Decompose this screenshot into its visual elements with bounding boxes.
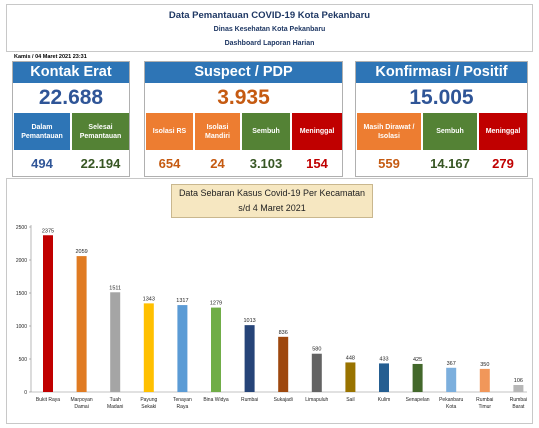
data-label: 1317 (176, 298, 188, 304)
suspect-pdp-panel: Suspect / PDP 3.935 Isolasi RS Isolasi M… (144, 61, 343, 177)
y-tick-label: 1000 (16, 324, 27, 330)
bar (446, 367, 457, 392)
selesai-pemantauan-value: 22.194 (80, 156, 121, 171)
x-tick-label: Sail (346, 397, 354, 403)
x-tick-label: Sekaki (141, 404, 156, 410)
data-label: 580 (312, 347, 321, 353)
bar (177, 305, 188, 392)
header-panel: Data Pemantauan COVID-19 Kota Pekanbaru … (6, 4, 533, 52)
bar (513, 385, 524, 392)
data-label: 350 (480, 362, 489, 368)
bar (379, 363, 389, 392)
konfirmasi-meninggal-label: Meninggal (479, 113, 527, 150)
masih-dirawat-label: Masih Dirawat / Isolasi (357, 113, 421, 150)
x-tick-label: Timur (479, 404, 492, 410)
x-tick-label: Rumbai (510, 397, 527, 403)
x-tick-label: Senapelan (406, 397, 430, 403)
x-tick-label: Kota (446, 404, 457, 410)
chart-title-line1: Data Sebaran Kasus Covid-19 Per Kecamata… (178, 188, 366, 198)
page-subtitle: Dinas Kesehatan Kota Pekanbaru (213, 26, 326, 33)
x-tick-label: Tenayan (173, 397, 192, 403)
suspect-pdp-total: 3.935 (217, 86, 270, 109)
dalam-pemantauan-label: Dalam Pemantauan (14, 113, 70, 150)
isolasi-mandiri-value: 24 (210, 156, 225, 171)
y-tick-label: 2000 (16, 258, 27, 264)
data-label: 1343 (143, 296, 155, 302)
bar (43, 235, 53, 392)
konfirmasi-total: 15.005 (409, 86, 474, 109)
x-tick-label: Raya (177, 404, 189, 410)
isolasi-rs-label: Isolasi RS (146, 113, 193, 150)
sembuh-label: Sembuh (242, 113, 290, 150)
masih-dirawat-value: 559 (378, 156, 400, 171)
dalam-pemantauan-value: 494 (31, 156, 53, 171)
selesai-pemantauan-label: Selesai Pemantauan (72, 113, 129, 150)
data-label: 448 (346, 355, 355, 361)
data-label: 1279 (210, 301, 222, 307)
isolasi-rs-value: 654 (158, 156, 181, 171)
bar (110, 292, 121, 392)
bar-chart: 0 500 1000 1500 2000 2500 2375 Bukit Raya 2059 Ma… (16, 225, 527, 410)
y-tick-label: 500 (19, 357, 28, 363)
x-tick-label: Rumbai (476, 397, 493, 403)
bar (278, 336, 289, 392)
data-label: 1511 (109, 285, 121, 291)
x-tick-label: Payung (140, 397, 157, 403)
data-label: 2059 (75, 249, 87, 255)
meninggal-label: Meninggal (292, 113, 342, 150)
konfirmasi-sembuh-value: 14.167 (430, 156, 470, 171)
data-label: 367 (447, 361, 456, 367)
x-tick-label: Kulim (378, 397, 391, 403)
isolasi-mandiri-label: Isolasi Mandiri (195, 113, 240, 150)
x-tick-label: Bukit Raya (36, 397, 60, 403)
kontak-erat-panel: Kontak Erat 22.688 Dalam Pemantauan Sele… (12, 61, 130, 177)
x-tick-label: Marpoyan (70, 397, 92, 403)
x-tick-label: Pekanbaru (439, 397, 463, 403)
sembuh-value: 3.103 (249, 156, 283, 171)
data-label: 1013 (243, 318, 255, 324)
chart-panel: Data Sebaran Kasus Covid-19 Per Kecamata… (6, 178, 533, 424)
x-tick-label: Bina Widya (203, 397, 229, 403)
meninggal-value: 154 (306, 156, 328, 171)
bar (76, 256, 87, 392)
chart-title: Data Sebaran Kasus Covid-19 Per Kecamata… (171, 184, 373, 218)
y-tick-label: 0 (24, 390, 27, 396)
x-tick-label: Barat (512, 404, 525, 410)
data-label: 836 (279, 330, 288, 336)
konfirmasi-meninggal-value: 279 (492, 156, 514, 171)
chart-title-line2: s/d 4 Maret 2021 (238, 203, 306, 213)
suspect-pdp-title: Suspect / PDP (145, 62, 342, 83)
x-tick-label: Rumbai (241, 397, 258, 403)
data-label: 425 (413, 357, 422, 363)
bar (244, 325, 255, 392)
konfirmasi-sembuh-label: Sembuh (423, 113, 477, 150)
x-tick-label: Tuah (110, 397, 121, 403)
bar (479, 368, 490, 392)
report-label: Dashboard Laporan Harian (224, 40, 315, 47)
data-label: 433 (379, 356, 388, 362)
bar (143, 303, 154, 392)
y-tick-label: 1500 (16, 291, 27, 297)
data-label: 2375 (42, 228, 54, 234)
bar (345, 362, 356, 392)
kontak-erat-total: 22.688 (38, 86, 104, 109)
data-label: 106 (514, 378, 523, 384)
date-text: Kamis / 04 Maret 2021 23:31 (14, 54, 87, 60)
konfirmasi-title: Konfirmasi / Positif (356, 62, 527, 83)
x-tick-label: Madani (107, 404, 123, 410)
x-tick-label: Limapuluh (305, 397, 328, 403)
x-tick-label: Damai (74, 404, 88, 410)
bar (211, 307, 221, 392)
bar (412, 363, 423, 392)
y-tick-label: 2500 (16, 225, 27, 231)
konfirmasi-panel: Konfirmasi / Positif 15.005 Masih Dirawa… (355, 61, 528, 177)
x-tick-label: Sukajadi (274, 397, 293, 403)
bar (311, 353, 322, 392)
kontak-erat-title: Kontak Erat (13, 62, 129, 83)
page-title: Data Pemantauan COVID-19 Kota Pekanbaru (168, 10, 371, 21)
